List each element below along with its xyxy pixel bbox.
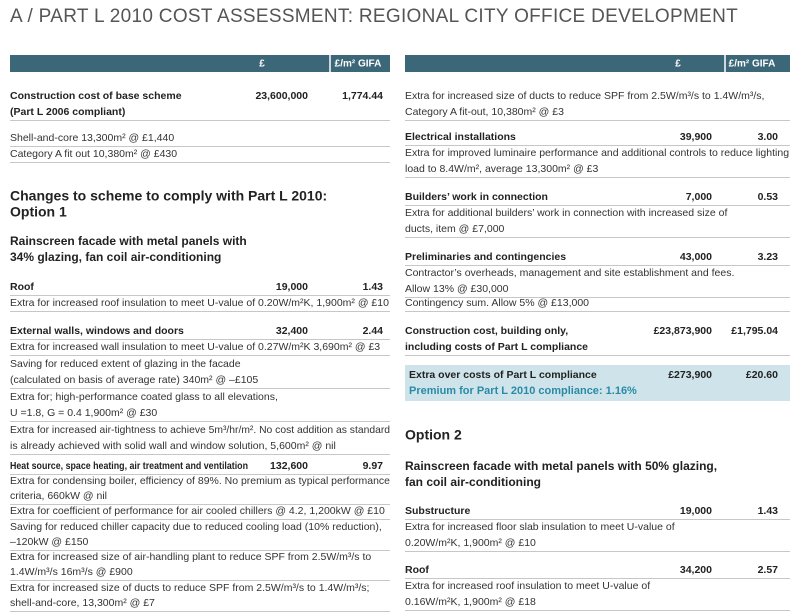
cost-total: 43,000 [680,251,712,263]
note-line: shell-and-core, 13,300m² @ £7 [10,597,155,609]
cost-total: 19,000 [276,281,308,293]
note-line: criteria, 660kW @ nil [10,490,107,502]
note-line: Extra for; high-performance coated glass… [10,391,278,403]
note-line: Extra for condensing boiler, efficiency … [10,475,390,487]
subheading: Rainscreen facade with metal panels with [10,234,247,248]
note-line: Contractor’s overheads, management and s… [405,267,734,279]
note-line: Extra for improved luminaire performance… [405,147,789,159]
cost-per-m2: 0.53 [758,191,779,203]
cost-per-m2: £1,795.04 [731,325,778,337]
cost-label: Construction cost, building only, [405,325,568,337]
heading: Option 2 [405,427,462,443]
cost-label: Roof [405,564,429,576]
header-label: £/m² GIFA [729,59,776,70]
premium-note: Premium for Part L 2010 compliance: 1.16… [409,385,637,397]
cost-label: External walls, windows and doors [10,325,184,337]
table-header [405,55,790,72]
note-line: Saving for reduced chiller capacity due … [10,521,382,533]
highlight-box [405,365,790,401]
cost-label: Substructure [405,505,471,517]
cost-label: Heat source, space heating, air treatmen… [10,460,248,472]
note-line: U =1.8, G = 0.4 1,900m² @ £30 [10,407,157,419]
note-line: Extra for increased size of ducts to red… [405,90,764,102]
cost-label: Construction cost of base scheme [10,90,182,102]
cost-total: 32,400 [276,325,308,337]
note-line: 0.16W/m²K, 1,900m² @ £18 [405,596,536,608]
note-line: Contingency sum. Allow 5% @ £13,000 [405,297,589,309]
subheading: 34% glazing, fan coil air-conditioning [10,250,221,264]
note-line: Shell-and-core 13,300m² @ £1,440 [10,132,174,144]
cost-total: 23,600,000 [255,90,308,102]
page-title: A / PART L 2010 COST ASSESSMENT: REGIONA… [10,6,738,27]
note-line: is already achieved with solid wall and … [10,440,336,452]
cost-per-m2: 3.00 [758,131,779,143]
note-line: Allow 13% @ £30,000 [405,283,509,295]
note-line: Extra for coefficient of performance for… [10,505,385,517]
cost-per-m2: 2.44 [363,325,384,337]
cost-label: Roof [10,281,34,293]
header-label: £ [675,59,681,70]
note-line: –120kW @ £150 [10,536,89,548]
note-line: Extra for increased roof insulation to m… [405,580,650,592]
note-line: Category A fit-out, 10,380m² @ £3 [405,106,564,118]
note-line: Extra for increased size of air-handling… [10,551,371,563]
highlight-label: Extra over costs of Part L compliance [409,369,597,381]
note-line: (calculated on basis of average rate) 34… [10,374,258,386]
heading: Option 1 [10,204,67,220]
note-line: 0.20W/m²K, 1,900m² @ £10 [405,537,536,549]
note-line: Extra for increased roof insulation to m… [10,297,389,309]
cost-total: 39,900 [680,131,712,143]
subheading: Rainscreen facade with metal panels with… [405,459,717,473]
cost-label: including costs of Part L compliance [405,341,588,353]
subheading: fan coil air-conditioning [405,475,541,489]
note-line: Category A fit out 10,380m² @ £430 [10,148,177,160]
cost-per-m2: 2.57 [758,564,779,576]
cost-total: 132,600 [270,460,308,472]
cost-total: £23,873,900 [654,325,713,337]
note-line: Extra for additional builders’ work in c… [405,207,727,219]
cost-total: 7,000 [686,191,712,203]
highlight-total: £273,900 [668,369,712,381]
header-label: £/m² GIFA [335,59,382,70]
cost-per-m2: 1,774.44 [342,90,383,102]
note-line: 1.4W/m³/s 16m³/s @ £900 [10,566,133,578]
note-line: load to 8.4W/m², average 13,300m² @ £3 [405,163,598,175]
cost-label: Preliminaries and contingencies [405,251,566,263]
cost-per-m2: 1.43 [363,281,384,293]
header-label: £ [259,59,265,70]
note-line: Extra for increased floor slab insulatio… [405,521,675,533]
cost-per-m2: 3.23 [758,251,779,263]
cost-label: Electrical installations [405,131,516,143]
note-line: ducts, item @ £7,000 [405,223,505,235]
cost-label: Builders’ work in connection [405,191,548,203]
note-line: Extra for increased size of ducts to red… [10,582,369,594]
highlight-per-m2: £20.60 [746,369,778,381]
cost-per-m2: 9.97 [363,460,384,472]
cost-total: 34,200 [680,564,712,576]
note-line: Extra for increased air-tightness to ach… [10,424,390,436]
cost-per-m2: 1.43 [758,505,779,517]
note-line: Saving for reduced extent of glazing in … [10,358,241,370]
table-header [10,55,390,72]
heading: Changes to scheme to comply with Part L … [10,188,327,204]
note-line: Extra for increased wall insulation to m… [10,341,380,353]
cost-label: (Part L 2006 compliant) [10,106,125,118]
cost-total: 19,000 [680,505,712,517]
